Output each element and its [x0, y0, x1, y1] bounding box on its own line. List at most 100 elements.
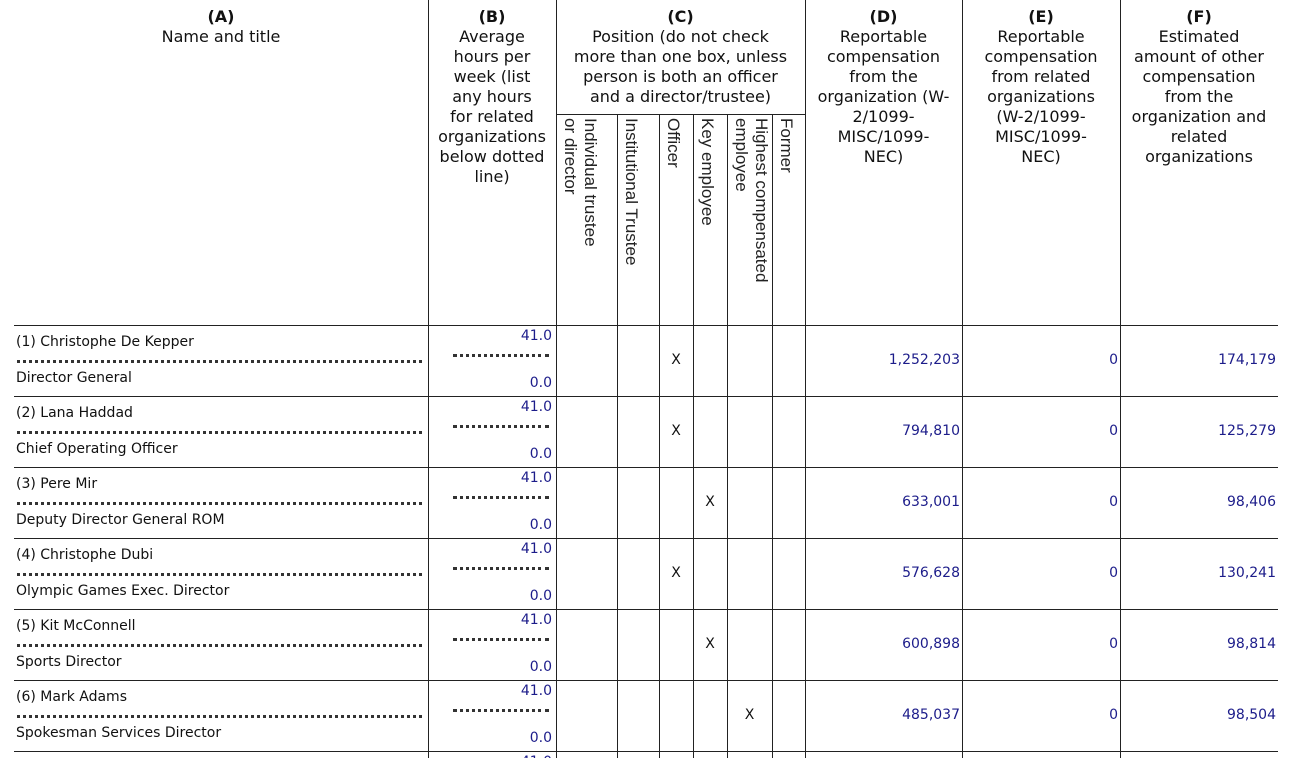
dotted-leader: [453, 638, 549, 641]
related-hours: 0.0: [529, 730, 552, 746]
position-mark: X: [705, 494, 715, 510]
column-heading: Position (do not check: [592, 27, 769, 46]
name: (5) Kit McConnell: [16, 618, 136, 634]
related-hours: 0.0: [529, 588, 552, 604]
position-heading: Key employee: [697, 118, 717, 226]
dotted-leader: [17, 715, 422, 718]
title: Deputy Director General ROM: [16, 512, 225, 528]
column-heading: organization (W-: [817, 87, 950, 106]
position-mark: X: [671, 565, 681, 581]
position-mark: X: [671, 352, 681, 368]
position-mark: X: [705, 636, 715, 652]
position-heading-line: Institutional Trustee: [622, 118, 641, 266]
column-heading: Estimated: [1158, 27, 1240, 46]
related-hours: 0.0: [529, 659, 552, 675]
column-heading: organizations: [1145, 147, 1253, 166]
column-letter: (A): [207, 7, 235, 26]
position-heading: Former: [776, 118, 796, 173]
column-heading: compensation: [826, 47, 941, 66]
position-heading: Individual trustee or director: [560, 118, 600, 247]
dotted-leader: [17, 573, 422, 576]
hours: 41.0: [520, 612, 552, 628]
column-letter: (F): [1186, 7, 1212, 26]
column-letter: (D): [869, 7, 898, 26]
title: Sports Director: [16, 654, 122, 670]
position-heading-line: or director: [561, 118, 580, 195]
position-heading-line: Former: [777, 118, 796, 173]
title: Chief Operating Officer: [16, 441, 178, 457]
position-heading-line: Highest compensated: [752, 118, 771, 283]
hours: 41.0: [520, 399, 552, 415]
position-mark: X: [744, 707, 755, 723]
title: Director General: [16, 370, 132, 386]
column-heading: line): [474, 167, 510, 186]
position-heading: Officer: [663, 118, 683, 168]
related-hours: 0.0: [529, 446, 552, 462]
hours: 41.0: [520, 683, 552, 699]
column-heading: related: [1170, 127, 1228, 146]
column-heading: from the: [849, 67, 918, 86]
position-heading-line: Key employee: [698, 118, 717, 226]
column-heading: and a director/trustee): [589, 87, 772, 106]
position-heading-line: employee: [732, 118, 751, 192]
rule: [14, 751, 1278, 752]
column-heading: 2/1099-: [852, 107, 915, 126]
amount: 125,279: [1218, 423, 1276, 439]
title: Spokesman Services Director: [16, 725, 222, 741]
dotted-leader: [453, 354, 549, 357]
amount: 98,504: [1227, 707, 1276, 723]
hours: 41.0: [440, 753, 552, 758]
amount: 485,037: [902, 707, 960, 723]
amount: 0: [1109, 423, 1118, 439]
rule: [772, 114, 773, 758]
column-heading: week (list: [453, 67, 531, 86]
name: (1) Christophe De Kepper: [16, 334, 194, 350]
related-hours: 0.0: [529, 375, 552, 391]
amount: 0: [1109, 707, 1118, 723]
amount: 0: [1109, 352, 1118, 368]
column-heading: from the: [1164, 87, 1234, 106]
position-heading: Institutional Trustee: [621, 118, 641, 265]
column-heading: Reportable: [839, 27, 928, 46]
name: (4) Christophe Dubi: [16, 547, 154, 563]
column-heading: organizations: [987, 87, 1095, 106]
column-letter: (E): [1028, 7, 1054, 26]
column-heading: NEC): [1021, 147, 1061, 166]
rule: [14, 538, 1278, 539]
amount: 1,252,203: [888, 352, 960, 368]
position-heading-line: Officer: [664, 118, 683, 168]
position-heading: Highest compensated employee: [731, 118, 771, 282]
amount: 0: [1109, 565, 1118, 581]
rule: [14, 325, 1278, 326]
dotted-leader: [17, 431, 422, 434]
column-heading: for related: [450, 107, 534, 126]
rule: [14, 680, 1278, 681]
rule: [962, 0, 963, 758]
related-hours: 0.0: [529, 517, 552, 533]
title: Olympic Games Exec. Director: [16, 583, 230, 599]
rule: [14, 609, 1278, 610]
name: (3) Pere Mir: [16, 476, 98, 492]
column-heading: compensation: [1142, 67, 1256, 86]
hours: 41.0: [520, 328, 552, 344]
dotted-leader: [453, 425, 549, 428]
column-heading: compensation: [984, 47, 1098, 66]
name: (6) Mark Adams: [16, 689, 127, 705]
rule: [14, 467, 1278, 468]
column-heading: Reportable: [997, 27, 1085, 46]
rule: [556, 114, 805, 115]
column-heading: MISC/1099-: [837, 127, 930, 146]
amount: 0: [1109, 494, 1118, 510]
column-heading: organization and: [1131, 107, 1267, 126]
dotted-leader: [453, 496, 549, 499]
amount: 633,001: [902, 494, 960, 510]
dotted-leader: [17, 502, 422, 505]
name: (2) Lana Haddad: [16, 405, 133, 421]
rule: [693, 114, 694, 758]
column-heading: below dotted: [439, 147, 545, 166]
amount: 174,179: [1218, 352, 1276, 368]
position-mark: X: [671, 423, 681, 439]
hours: 41.0: [520, 470, 552, 486]
rule: [1120, 0, 1121, 758]
